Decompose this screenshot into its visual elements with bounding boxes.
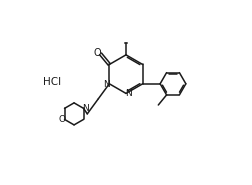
Text: O: O <box>58 115 65 124</box>
Text: N: N <box>125 89 132 98</box>
Text: O: O <box>94 48 101 58</box>
Text: N: N <box>83 104 89 113</box>
Text: N: N <box>104 80 110 89</box>
Text: HCl: HCl <box>44 77 62 87</box>
